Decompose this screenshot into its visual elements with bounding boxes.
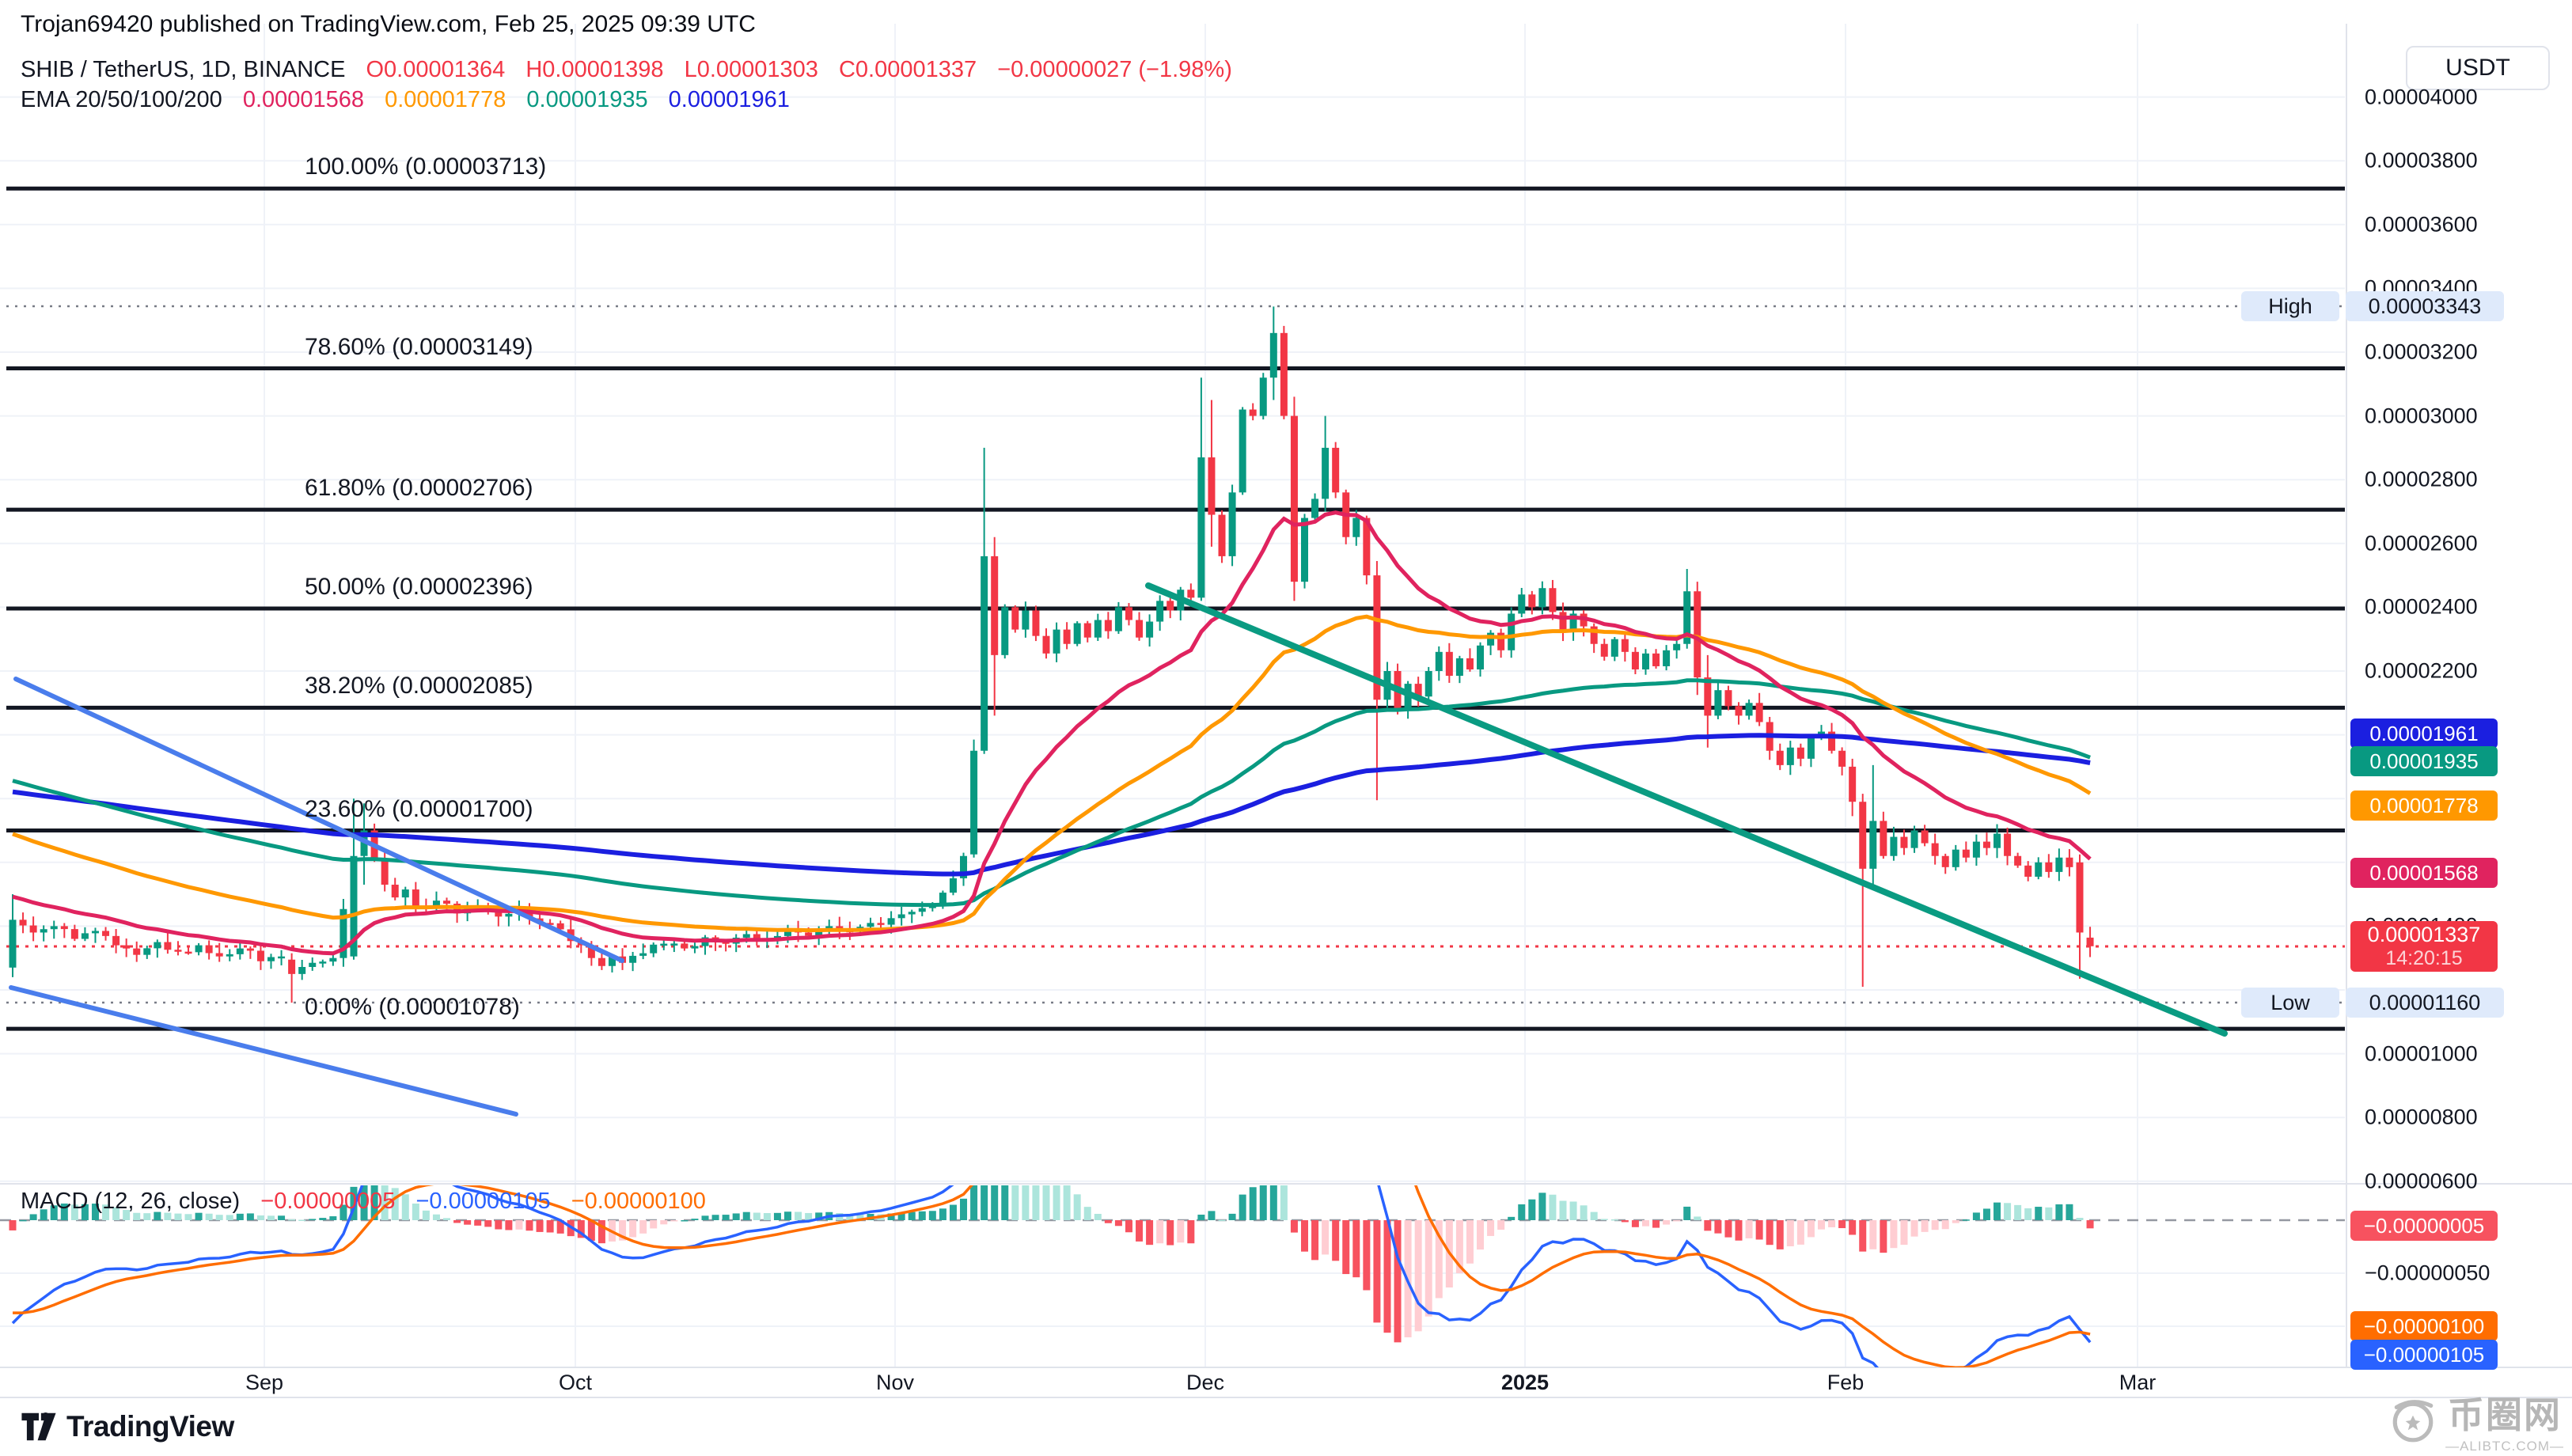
time-axis-label: Nov (875, 1371, 915, 1394)
ohlc-close: C0.00001337 (838, 57, 977, 82)
macd-signal-value: −0.00000100 (571, 1189, 706, 1214)
fib-level-label: 78.60% (0.00003149) (305, 333, 533, 360)
price-axis-label: 0.00003600 (2365, 212, 2478, 237)
fib-level-label: 61.80% (0.00002706) (305, 475, 533, 502)
price-axis-label: 0.00002600 (2365, 531, 2478, 555)
bar-countdown: 14:20:15 (2385, 947, 2463, 969)
time-axis-label: 2025 (1500, 1371, 1550, 1394)
symbol-info-bar[interactable]: SHIB / TetherUS, 1D, BINANCE O0.00001364… (21, 57, 1232, 83)
time-axis-label: Sep (245, 1371, 284, 1394)
ema200-value: 0.00001961 (668, 87, 790, 112)
current-price-value: 0.00001337 (2367, 923, 2481, 946)
ema-price-badge: 0.00001778 (2350, 791, 2498, 821)
low-badge: Low (2241, 988, 2339, 1018)
ema-label: EMA 20/50/100/200 (21, 87, 222, 112)
price-axis-label: 0.00003000 (2365, 404, 2478, 428)
ema-legend[interactable]: EMA 20/50/100/200 0.00001568 0.00001778 … (21, 87, 790, 113)
price-axis-label: 0.00002200 (2365, 658, 2478, 683)
price-axis-label: 0.00004000 (2365, 85, 2478, 109)
symbol-title[interactable]: SHIB / TetherUS, 1D, BINANCE (21, 57, 346, 82)
high-badge: High (2241, 291, 2339, 321)
fib-level-label: 23.60% (0.00001700) (305, 795, 533, 822)
price-axis-label: 0.00001000 (2365, 1041, 2478, 1066)
low-value-badge: 0.00001160 (2346, 988, 2504, 1018)
price-axis-label: 0.00000600 (2365, 1169, 2478, 1193)
fib-level-label: 38.20% (0.00002085) (305, 673, 533, 700)
ema100-value: 0.00001935 (526, 87, 648, 112)
time-axis-label: Dec (1185, 1371, 1225, 1394)
watermark-title: 币圈网 (2448, 1394, 2563, 1435)
macd-value-badge: −0.00000105 (2350, 1340, 2498, 1370)
candles (9, 306, 2094, 1003)
macd-value-badge: −0.00000100 (2350, 1311, 2498, 1341)
ema20-value: 0.00001568 (242, 87, 365, 112)
price-axis-label: 0.00000800 (2365, 1105, 2478, 1129)
watermark-logo-icon (2392, 1400, 2434, 1443)
currency-toggle-button[interactable]: USDT (2406, 46, 2550, 90)
ohlc-change: −0.00000027 (−1.98%) (997, 57, 1232, 82)
macd-histogram (9, 1185, 2094, 1343)
price-axis-label: 0.00002400 (2365, 594, 2478, 619)
time-axis-label: Feb (1827, 1371, 1865, 1394)
price-axis-label: 0.00002800 (2365, 467, 2478, 491)
price-axis-label: 0.00003800 (2365, 148, 2478, 173)
macd-line-value: −0.00000105 (415, 1189, 551, 1214)
publisher-line: Trojan69420 published on TradingView.com… (21, 11, 756, 37)
tradingview-attribution[interactable]: TradingView (21, 1410, 234, 1443)
fib-level-label: 100.00% (0.00003713) (305, 154, 547, 180)
time-axis-label: Mar (2119, 1371, 2157, 1394)
price-axis-label: 0.00003200 (2365, 339, 2478, 364)
tradingview-logo-icon (21, 1412, 56, 1441)
macd-hist-value: −0.00000005 (260, 1189, 396, 1214)
macd-value-badge: −0.00000005 (2350, 1211, 2498, 1241)
ema-price-badge: 0.00001961 (2350, 719, 2498, 749)
fib-level-label: 0.00% (0.00001078) (305, 994, 520, 1021)
fib-level-label: 50.00% (0.00002396) (305, 574, 533, 600)
time-axis-label: Oct (558, 1371, 593, 1394)
tradingview-logo-text: TradingView (66, 1410, 234, 1443)
watermark-subtitle: —ALIBTC.COM— (2445, 1439, 2564, 1454)
ohlc-open: O0.00001364 (366, 57, 506, 82)
ema-price-badge: 0.00001935 (2350, 746, 2498, 776)
macd-label: MACD (12, 26, close) (21, 1189, 241, 1214)
ema-price-badge: 0.00001568 (2350, 858, 2498, 888)
ohlc-low: L0.00001303 (684, 57, 818, 82)
watermark: 币圈网 —ALIBTC.COM— (2388, 1386, 2564, 1454)
high-value-badge: 0.00003343 (2346, 291, 2504, 321)
macd-axis-label: −0.00000050 (2365, 1261, 2490, 1285)
current-price-badge: 0.00001337 14:20:15 (2350, 921, 2498, 972)
macd-legend[interactable]: MACD (12, 26, close) −0.00000005 −0.0000… (21, 1189, 706, 1215)
ema50-value: 0.00001778 (385, 87, 506, 112)
ohlc-high: H0.00001398 (525, 57, 664, 82)
